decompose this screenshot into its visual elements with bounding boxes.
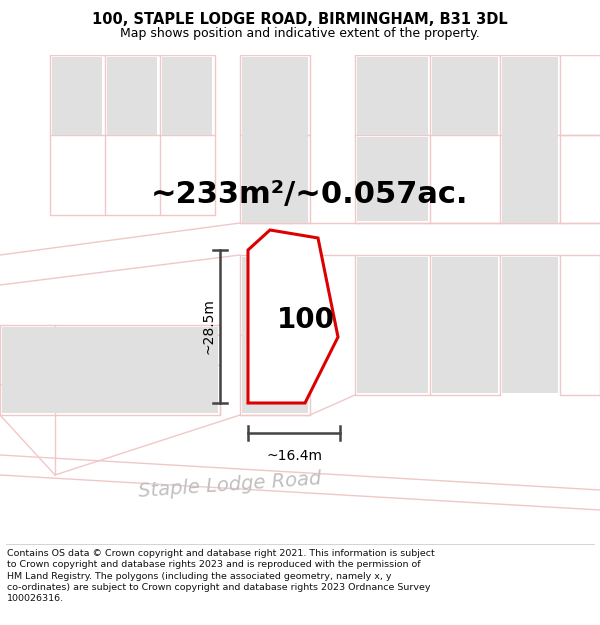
Bar — [432, 57, 498, 135]
Bar — [357, 137, 428, 221]
Bar — [502, 257, 558, 393]
Bar — [2, 327, 218, 413]
Text: 100: 100 — [277, 306, 335, 334]
Bar — [242, 57, 308, 223]
Bar — [432, 257, 498, 393]
Text: ~28.5m: ~28.5m — [201, 299, 215, 354]
Polygon shape — [248, 230, 338, 403]
Text: Map shows position and indicative extent of the property.: Map shows position and indicative extent… — [120, 27, 480, 39]
Text: Contains OS data © Crown copyright and database right 2021. This information is : Contains OS data © Crown copyright and d… — [7, 549, 435, 604]
Bar — [52, 57, 102, 135]
Bar — [357, 257, 428, 393]
Bar — [357, 57, 428, 135]
Bar — [162, 57, 212, 135]
Bar — [107, 57, 157, 135]
Text: 100, STAPLE LODGE ROAD, BIRMINGHAM, B31 3DL: 100, STAPLE LODGE ROAD, BIRMINGHAM, B31 … — [92, 12, 508, 27]
Bar — [242, 257, 308, 413]
Text: Staple Lodge Road: Staple Lodge Road — [138, 469, 322, 501]
Text: ~16.4m: ~16.4m — [266, 449, 322, 463]
Bar — [502, 57, 558, 223]
Text: ~233m²/~0.057ac.: ~233m²/~0.057ac. — [151, 181, 469, 209]
